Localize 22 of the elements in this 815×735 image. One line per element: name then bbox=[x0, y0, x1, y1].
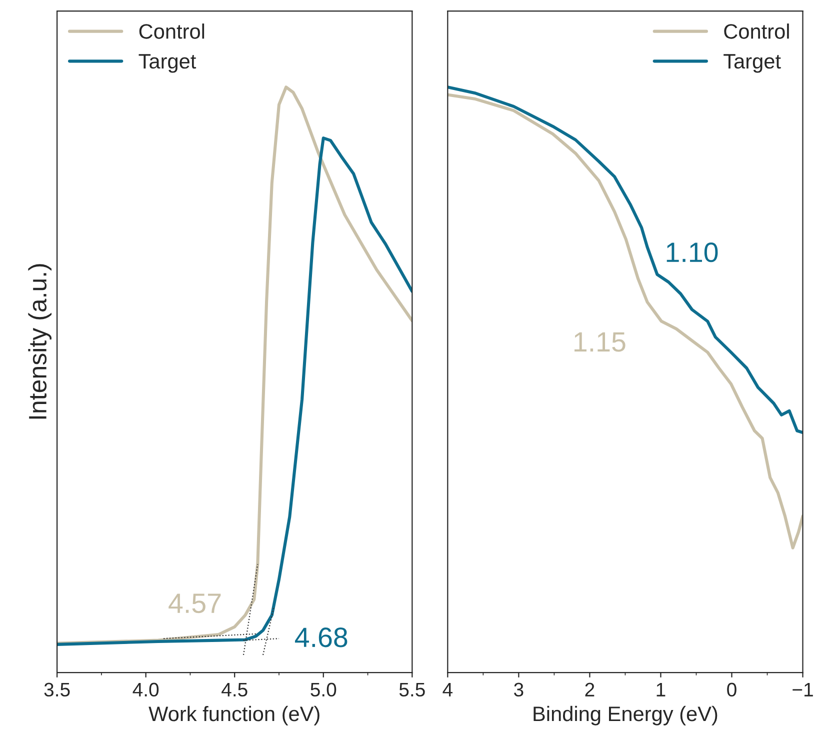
x-axis-title: Work function (eV) bbox=[148, 706, 320, 726]
x-tick-label: 4.0 bbox=[132, 682, 159, 697]
annotation: 4.68 bbox=[294, 628, 348, 648]
legend-label: Control bbox=[139, 24, 204, 39]
x-tick-label: 3 bbox=[514, 682, 524, 697]
x-tick-label: 3.5 bbox=[44, 682, 70, 697]
annotation: 4.57 bbox=[168, 594, 221, 614]
x-axis-title: Binding Energy (eV) bbox=[534, 706, 718, 726]
annotation: 1.10 bbox=[666, 242, 718, 262]
legend-label: Control bbox=[724, 24, 789, 39]
x-tick-label: 0 bbox=[727, 682, 736, 697]
x-tick-label: 5.5 bbox=[399, 682, 425, 697]
x-tick-label: 1 bbox=[656, 682, 666, 696]
x-tick-label: −1 bbox=[792, 682, 813, 696]
y-axis-title: Intensity (a.u.) bbox=[28, 264, 52, 419]
x-tick-label: 5.0 bbox=[310, 682, 336, 697]
legend-label: Target bbox=[724, 54, 781, 73]
x-tick-label: 4.5 bbox=[222, 682, 248, 697]
legend-label: Target bbox=[138, 54, 196, 73]
annotation: 1.15 bbox=[574, 332, 626, 352]
x-tick-label: 2 bbox=[585, 682, 594, 696]
x-tick-label: 4 bbox=[442, 682, 453, 696]
